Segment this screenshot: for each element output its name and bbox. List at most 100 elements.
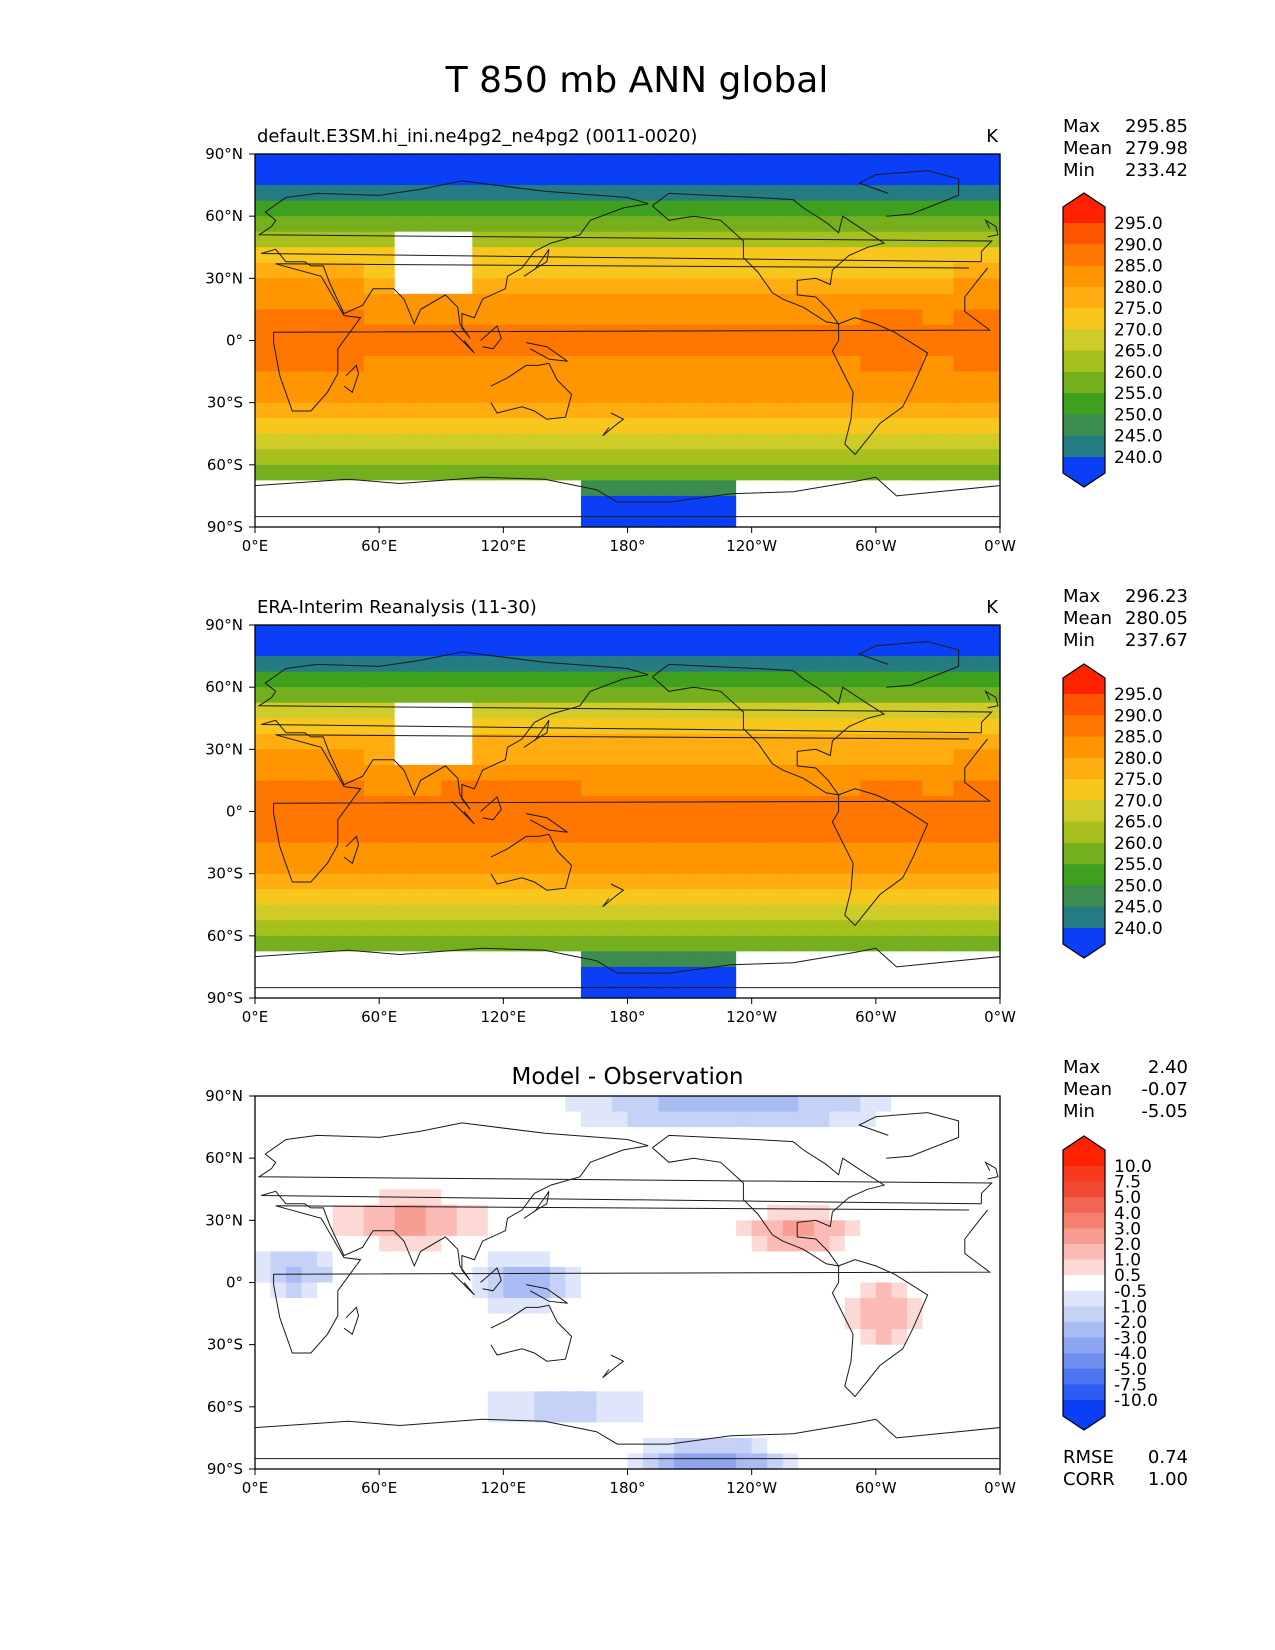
heatmap-cell (643, 309, 660, 326)
heatmap-cell (720, 231, 737, 248)
heatmap-cell (611, 247, 629, 264)
heatmap-cell (736, 1437, 753, 1455)
heatmap-cell (596, 1173, 613, 1190)
heatmap-cell (844, 656, 861, 673)
coastline (831, 1259, 929, 1398)
heatmap-cell (906, 1298, 923, 1315)
heatmap-cell (627, 231, 644, 248)
heatmap-cell (410, 904, 427, 921)
heatmap-cell (565, 1173, 582, 1190)
heatmap-cell (627, 764, 644, 782)
heatmap-cell (611, 1251, 629, 1268)
heatmap-cell (906, 495, 923, 513)
heatmap-cell (580, 1375, 598, 1392)
heatmap-cell (860, 1189, 877, 1206)
heatmap-cell (767, 920, 784, 937)
heatmap-cell (410, 433, 427, 450)
heatmap-cell (798, 1344, 815, 1361)
stat-label: Max (1063, 1057, 1101, 1078)
heatmap-cell (534, 247, 551, 264)
heatmap-cell (643, 1204, 660, 1221)
heatmap-cell (674, 1220, 691, 1237)
coastline (984, 689, 999, 709)
heatmap-cell (379, 402, 396, 419)
heatmap-cell (689, 1111, 706, 1128)
heatmap-cell (968, 873, 986, 890)
heatmap-cell (891, 1266, 908, 1284)
heatmap-cell (860, 433, 877, 450)
heatmap-cell (705, 1391, 722, 1408)
heatmap-cell (394, 842, 411, 859)
heatmap-cell (891, 1391, 908, 1408)
heatmap-cell (689, 387, 706, 404)
heatmap-cell (689, 1189, 706, 1206)
heatmap-cell (596, 827, 613, 844)
heatmap-cell (953, 324, 970, 342)
heatmap-cell (937, 1173, 955, 1190)
coastline (480, 325, 502, 350)
heatmap-cell (363, 1437, 380, 1455)
colorbar-outline (1062, 192, 1106, 488)
heatmap-cell (270, 1422, 287, 1439)
heatmap-cell (705, 262, 722, 279)
colorbar-bin (1063, 779, 1105, 801)
heatmap-cell (487, 200, 504, 217)
heatmap-cell (379, 1251, 396, 1268)
heatmap-cell (984, 1189, 1001, 1206)
colorbar-bin (1063, 1275, 1105, 1292)
heatmap-cell (813, 1360, 830, 1377)
heatmap-cell (968, 309, 986, 326)
heatmap-cell (456, 402, 473, 419)
heatmap-cell (565, 464, 582, 481)
heatmap-cell (751, 966, 768, 984)
heatmap-cell (643, 842, 660, 859)
x-tick-label: 0°W (984, 1008, 1016, 1026)
heatmap-cell (410, 873, 427, 890)
heatmap-cell (410, 293, 427, 311)
heatmap-cell (394, 656, 411, 673)
heatmap-cell (503, 687, 520, 704)
heatmap-cell (363, 733, 380, 750)
heatmap-cell (643, 718, 660, 735)
heatmap-cell (456, 1189, 473, 1206)
heatmap-cell (410, 278, 427, 295)
heatmap-cell (953, 1235, 970, 1253)
heatmap-cell (658, 811, 675, 828)
heatmap-cell (487, 795, 504, 813)
heatmap-cell (860, 1158, 877, 1175)
heatmap-cell (953, 247, 970, 264)
heatmap-cell (689, 795, 706, 813)
heatmap-cell (937, 1344, 955, 1361)
heatmap-cell (565, 873, 582, 890)
heatmap-cell (751, 873, 768, 890)
heatmap-cell (348, 687, 365, 704)
heatmap-cell (953, 904, 970, 921)
heatmap-cell (317, 495, 334, 513)
heatmap-cell (317, 402, 334, 419)
heatmap-cell (875, 247, 892, 264)
heatmap-cell (503, 449, 520, 466)
heatmap-cell (984, 324, 1001, 342)
heatmap-cell (922, 718, 939, 735)
colorbar-bin (1063, 1337, 1105, 1354)
heatmap-cell (348, 402, 365, 419)
heatmap-cell (425, 749, 442, 766)
heatmap-cell (301, 1298, 318, 1315)
heatmap-cell (332, 827, 349, 844)
heatmap-cell (565, 387, 582, 404)
heatmap-cell (518, 464, 535, 481)
heatmap-cell (518, 511, 535, 528)
heatmap-cell (286, 1453, 303, 1470)
heatmap-cell (767, 216, 784, 233)
heatmap-cell (317, 1158, 334, 1175)
colorbar-bin (1063, 800, 1105, 823)
heatmap-cell (937, 1235, 955, 1253)
heatmap-cell (363, 1453, 380, 1470)
heatmap-cell (798, 795, 815, 813)
heatmap-cell (348, 418, 365, 435)
heatmap-cell (472, 1437, 489, 1455)
heatmap-cell (627, 889, 644, 906)
heatmap-cell (425, 873, 442, 890)
heatmap-cell (922, 1298, 939, 1315)
heatmap-cell (813, 625, 830, 642)
